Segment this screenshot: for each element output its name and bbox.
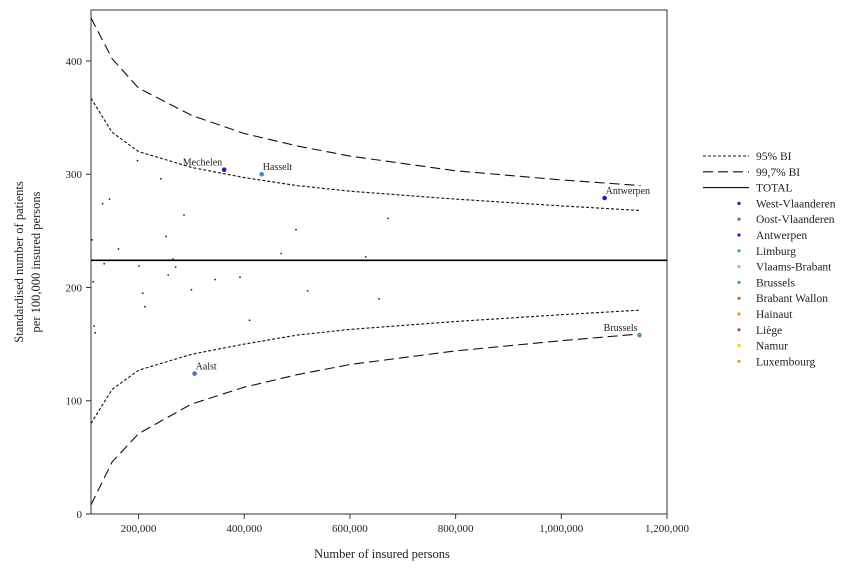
point-antwerpen (602, 195, 607, 201)
legend: 95% BI 99,7% BI TOTAL West-Vlaanderen Oost-V… (703, 151, 836, 368)
y-tick-label: 200 (66, 282, 83, 294)
legend-label: Antwerpen (756, 230, 807, 242)
data-point (141, 292, 144, 294)
legend-label: Liège (756, 325, 782, 337)
data-point (172, 258, 174, 261)
legend-marker (737, 328, 741, 332)
point-label-antwerpen: Antwerpen (606, 186, 650, 197)
legend-label: Luxembourg (756, 356, 815, 368)
data-point (183, 214, 185, 216)
legend-label: Brabant Wallon (756, 293, 828, 305)
legend-marker (737, 265, 741, 269)
legend-label: TOTAL (756, 183, 793, 195)
data-point (239, 276, 241, 279)
data-point (174, 266, 177, 268)
data-point (159, 177, 162, 180)
x-tick-label: 400,000 (226, 523, 262, 535)
point-aalst (192, 371, 197, 376)
data-point (295, 228, 297, 231)
data-point (280, 252, 283, 255)
data-point (93, 325, 96, 327)
data-point (138, 265, 141, 267)
legend-marker (737, 280, 741, 284)
band-lower-95 (90, 309, 641, 424)
confidence-bands (90, 17, 641, 506)
y-axis: 0 100 200 300 400 (66, 56, 91, 521)
data-point (94, 331, 97, 334)
point-label-mechelen: Mechelen (183, 158, 222, 169)
y-axis-title-line1: Standardised number of patients (12, 181, 26, 343)
legend-label: Hainaut (756, 309, 793, 321)
band-upper-99-7 (90, 17, 641, 187)
plot-frame (90, 9, 668, 515)
data-point (101, 202, 104, 205)
x-axis-title: Number of insured persons (314, 547, 450, 561)
legend-marker (737, 233, 741, 237)
data-points: Mechelen Hasselt Antwerpen Brussels Aalst (91, 158, 650, 376)
data-point (103, 262, 106, 265)
data-point (165, 235, 167, 238)
legend-label: 99,7% BI (756, 167, 800, 179)
data-point (92, 280, 94, 283)
band-lower-99-7 (90, 333, 641, 506)
x-tick-label: 600,000 (332, 523, 368, 535)
data-point (167, 274, 170, 276)
x-tick-label: 1,000,000 (539, 523, 584, 535)
data-point (108, 198, 111, 201)
point-label-hasselt: Hasselt (263, 162, 293, 173)
data-point (248, 319, 251, 322)
legend-label: Limburg (756, 246, 796, 258)
data-point (214, 278, 217, 281)
data-point (136, 159, 139, 162)
data-point (144, 305, 146, 308)
x-axis: 200,000 400,000 600,000 800,000 1,000,000 1,2… (121, 514, 690, 535)
data-point (387, 217, 389, 220)
legend-marker (737, 312, 741, 316)
legend-marker (737, 249, 741, 253)
y-axis-title-line2: per 100,000 insured persons (29, 191, 43, 332)
y-tick-label: 300 (66, 169, 83, 181)
x-tick-label: 200,000 (121, 523, 157, 535)
legend-marker (737, 201, 741, 205)
point-label-brussels: Brussels (604, 323, 638, 334)
data-point (190, 288, 193, 291)
legend-marker (737, 217, 741, 221)
legend-label: Oost-Vlaanderen (756, 214, 835, 226)
band-upper-95 (90, 98, 641, 212)
legend-label: West-Vlaanderen (756, 198, 836, 210)
point-brussels (637, 332, 642, 338)
legend-label: Namur (756, 341, 788, 353)
y-tick-label: 400 (66, 56, 83, 68)
legend-label: Vlaams-Brabant (756, 262, 832, 274)
point-mechelen (221, 167, 227, 172)
legend-marker (737, 296, 741, 300)
x-tick-label: 1,200,000 (645, 523, 690, 535)
x-tick-label: 800,000 (438, 523, 474, 535)
data-point (378, 297, 380, 300)
legend-label: Brussels (756, 277, 796, 289)
point-hasselt (259, 171, 265, 177)
y-tick-label: 0 (77, 509, 83, 521)
legend-label: 95% BI (756, 151, 792, 163)
point-label-aalst: Aalst (196, 362, 217, 373)
data-point (364, 256, 367, 258)
legend-marker (737, 344, 741, 348)
data-point (91, 239, 93, 241)
data-point (306, 290, 309, 292)
legend-marker (737, 359, 741, 363)
data-point (117, 248, 120, 250)
y-tick-label: 100 (66, 396, 83, 408)
